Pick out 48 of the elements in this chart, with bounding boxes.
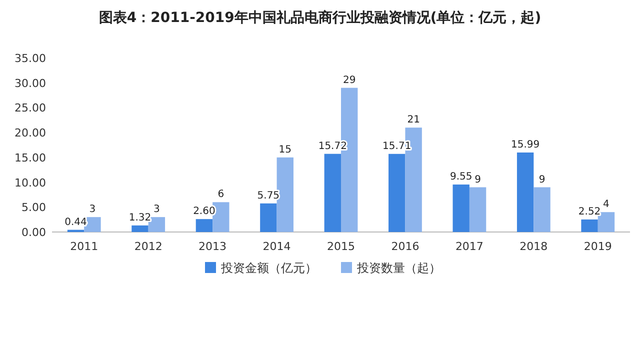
data-label: 0.44: [64, 216, 87, 228]
y-tick-label: 15.00: [14, 151, 46, 164]
bar: [581, 219, 598, 232]
x-tick-label: 2017: [455, 240, 484, 253]
y-tick-label: 10.00: [14, 176, 46, 190]
bar: [196, 219, 213, 232]
bar: [132, 225, 148, 232]
data-label: 9: [474, 174, 481, 186]
data-label: 2.52: [578, 206, 601, 218]
bar: [469, 187, 486, 232]
bar: [388, 154, 406, 232]
x-tick-label: 2019: [584, 240, 612, 253]
y-tick-label: 0.00: [22, 226, 46, 239]
data-label: 5.75: [257, 190, 280, 202]
data-label: 9: [538, 174, 546, 186]
data-label: 3: [153, 204, 160, 216]
x-tick-label: 2013: [198, 240, 227, 253]
data-label: 21: [407, 114, 420, 126]
data-label: 15.72: [318, 140, 347, 152]
data-label: 6: [218, 189, 224, 200]
x-tick-label: 2016: [391, 240, 420, 253]
data-label: 4: [603, 199, 610, 210]
bar: [260, 203, 277, 232]
x-tick-label: 2011: [70, 240, 98, 253]
y-tick-label: 5.00: [22, 201, 46, 214]
data-label: 9.55: [450, 172, 472, 183]
chart-title: 图表4：2011-2019年中国礼品电商行业投融资情况(单位：亿元，起): [98, 9, 542, 26]
data-label: 1.32: [128, 212, 152, 224]
data-label: 3: [89, 204, 96, 216]
y-tick-label: 35.00: [14, 52, 46, 65]
bar: [534, 187, 550, 232]
x-tick-label: 2014: [262, 240, 291, 253]
data-label: 15: [278, 144, 292, 156]
y-tick-label: 25.00: [14, 102, 46, 115]
bar: [452, 184, 470, 232]
bar: [324, 154, 341, 232]
x-tick-label: 2018: [520, 240, 548, 253]
x-tick-label: 2012: [134, 240, 162, 253]
data-label: 15.71: [382, 140, 412, 152]
legend-label: 投资数量（起）: [356, 261, 441, 275]
data-label: 2.60: [193, 206, 216, 218]
bar: [516, 152, 534, 232]
y-tick-label: 20.00: [14, 126, 46, 140]
x-tick-label: 2015: [327, 240, 355, 253]
y-tick-label: 30.00: [14, 76, 46, 90]
data-label: 15.99: [510, 140, 540, 151]
legend-label: 投资金额（亿元）: [220, 261, 317, 275]
data-label: 29: [342, 74, 356, 86]
